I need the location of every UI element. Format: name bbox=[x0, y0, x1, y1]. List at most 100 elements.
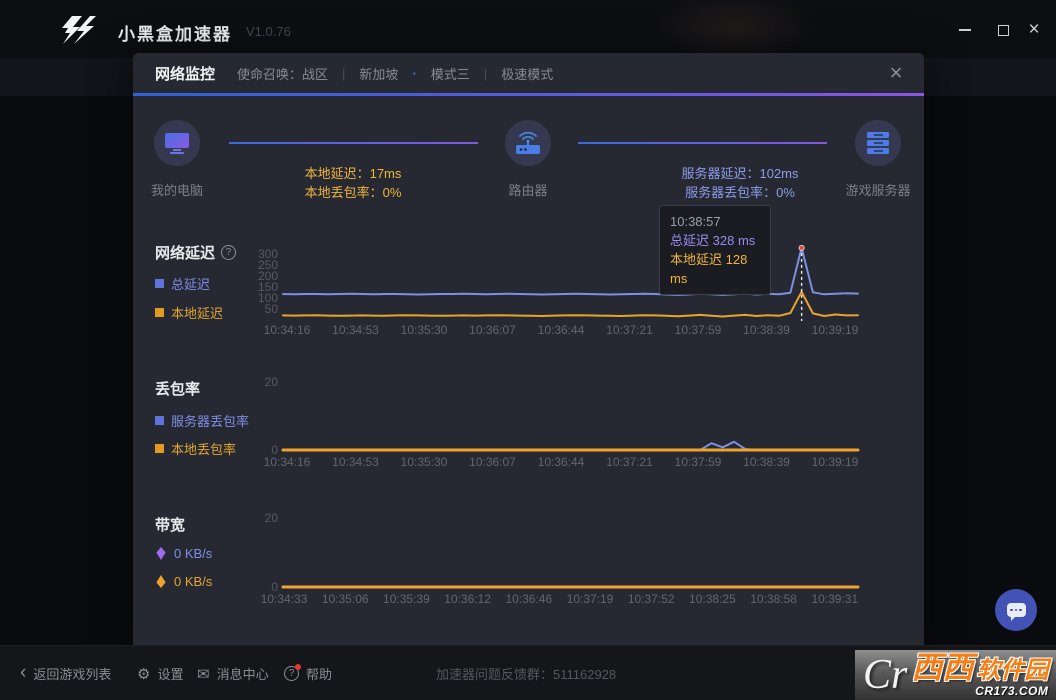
header-gradient-divider bbox=[133, 93, 924, 96]
dialog-close-icon[interactable]: × bbox=[889, 60, 903, 85]
help-label: 帮助 bbox=[306, 667, 333, 682]
dialog-header: 网络监控 使命召唤：战区 | 新加坡 · 模式三 | 极速模式 bbox=[133, 53, 924, 93]
titlebar: 小黑盒加速器 V1.0.76 × bbox=[0, 0, 1056, 58]
bandwidth-chart[interactable]: 20 010:34:33 10:35:06 10:35:39 10:36:12 10:36… bbox=[240, 511, 870, 612]
legend-swatch-orange bbox=[155, 444, 164, 453]
svg-text:10:37:21: 10:37:21 bbox=[606, 455, 653, 469]
legend-swatch-blue bbox=[155, 279, 164, 288]
legend-label: 0 KB/s bbox=[174, 546, 213, 561]
legend-server-loss: 服务器丢包率 bbox=[155, 411, 249, 430]
svg-text:20: 20 bbox=[265, 375, 279, 389]
svg-text:0: 0 bbox=[271, 580, 278, 594]
loss-title-text: 丢包率 bbox=[155, 381, 201, 398]
window-maximize-button[interactable] bbox=[990, 18, 1016, 42]
svg-text:10:35:06: 10:35:06 bbox=[322, 592, 369, 606]
svg-text:10:38:25: 10:38:25 bbox=[689, 592, 736, 606]
legend-local-latency: 本地延迟 bbox=[155, 303, 223, 322]
legend-label: 0 KB/s bbox=[174, 574, 213, 589]
router-node bbox=[505, 120, 551, 166]
svg-text:10:39:19: 10:39:19 bbox=[812, 323, 859, 337]
window-close-button[interactable]: × bbox=[1028, 19, 1040, 40]
svg-text:10:34:53: 10:34:53 bbox=[332, 323, 379, 337]
svg-text:10:36:44: 10:36:44 bbox=[538, 323, 585, 337]
connection-line-local bbox=[229, 142, 478, 144]
back-to-game-list-button[interactable]: ‹ 返回游戏列表 bbox=[20, 646, 111, 700]
chat-bubble-icon bbox=[1006, 603, 1026, 621]
local-link-stats: 本地延迟：17ms 本地丢包率：0% bbox=[243, 164, 463, 202]
dialog-speed-mode: 极速模式 bbox=[501, 66, 554, 82]
legend-download: 0 KB/s bbox=[155, 574, 212, 589]
dialog-title: 网络监控 bbox=[155, 65, 216, 83]
dialog-region: 新加坡 bbox=[359, 66, 399, 82]
chat-support-button[interactable] bbox=[995, 589, 1037, 631]
connection-line-server bbox=[578, 142, 827, 144]
svg-text:250: 250 bbox=[258, 258, 278, 272]
loss-section-title: 丢包率 bbox=[155, 378, 200, 399]
bandwidth-section-title: 带宽 bbox=[155, 514, 185, 535]
svg-text:10:38:39: 10:38:39 bbox=[743, 323, 790, 337]
app-title: 小黑盒加速器 bbox=[118, 25, 232, 44]
legend-total-latency: 总延迟 bbox=[155, 274, 210, 293]
svg-text:10:38:39: 10:38:39 bbox=[743, 455, 790, 469]
xixi-watermark: Cr 西西 软件园 CR173.COM bbox=[855, 650, 1056, 700]
legend-label: 服务器丢包率 bbox=[171, 414, 250, 429]
download-arrow-icon bbox=[156, 575, 166, 588]
tooltip-local-label: 本地延迟 bbox=[670, 252, 723, 267]
bandwidth-title-text: 带宽 bbox=[155, 517, 186, 534]
svg-text:100: 100 bbox=[258, 291, 278, 305]
router-icon bbox=[516, 131, 540, 154]
svg-text:10:34:16: 10:34:16 bbox=[264, 455, 311, 469]
svg-text:150: 150 bbox=[258, 280, 278, 294]
legend-label: 总延迟 bbox=[171, 277, 211, 292]
svg-text:10:35:30: 10:35:30 bbox=[401, 455, 448, 469]
watermark-domain: CR173.COM bbox=[975, 684, 1049, 698]
svg-text:10:34:33: 10:34:33 bbox=[261, 592, 308, 606]
router-label: 路由器 bbox=[508, 183, 548, 198]
svg-text:20: 20 bbox=[265, 511, 279, 525]
local-latency: 本地延迟：17ms bbox=[304, 166, 402, 181]
feedback-group-text: 加速器问题反馈群：511162928 bbox=[436, 667, 617, 682]
svg-text:10:36:07: 10:36:07 bbox=[469, 455, 516, 469]
svg-text:10:34:16: 10:34:16 bbox=[264, 323, 311, 337]
computer-icon bbox=[165, 133, 189, 154]
svg-text:10:39:19: 10:39:19 bbox=[812, 455, 859, 469]
tooltip-local-latency: 本地延迟 128 ms bbox=[670, 250, 760, 288]
help-icon[interactable]: ? bbox=[221, 245, 237, 260]
separator: | bbox=[483, 65, 488, 81]
dialog-mode: 模式三 bbox=[430, 66, 470, 82]
tooltip-time: 10:38:57 bbox=[670, 214, 721, 229]
server-node bbox=[855, 120, 901, 166]
local-loss: 本地丢包率：0% bbox=[304, 185, 402, 200]
svg-text:10:37:52: 10:37:52 bbox=[628, 592, 675, 606]
envelope-icon: ✉ bbox=[197, 665, 210, 683]
message-center-button[interactable]: ✉ 消息中心 bbox=[197, 646, 269, 700]
tooltip-total-label: 总延迟 bbox=[670, 233, 710, 248]
dialog-game-name: 使命召唤：战区 bbox=[237, 66, 329, 82]
server-label: 游戏服务器 bbox=[845, 183, 911, 198]
settings-button[interactable]: ⚙ 设置 bbox=[137, 646, 183, 700]
svg-text:10:39:31: 10:39:31 bbox=[811, 592, 858, 606]
window-minimize-button[interactable] bbox=[952, 18, 978, 42]
legend-swatch-blue bbox=[155, 416, 164, 425]
separator: | bbox=[342, 65, 346, 81]
svg-text:10:36:07: 10:36:07 bbox=[469, 323, 516, 337]
svg-text:200: 200 bbox=[258, 269, 278, 283]
messages-label: 消息中心 bbox=[216, 667, 269, 682]
legend-label: 本地延迟 bbox=[171, 306, 224, 321]
computer-label: 我的电脑 bbox=[150, 183, 203, 198]
latency-section-title: 网络延迟 ? bbox=[155, 242, 237, 263]
svg-text:50: 50 bbox=[265, 302, 279, 316]
svg-text:300: 300 bbox=[258, 247, 278, 261]
server-loss: 服务器丢包率：0% bbox=[685, 185, 795, 200]
legend-swatch-orange bbox=[155, 308, 164, 317]
svg-text:10:35:30: 10:35:30 bbox=[401, 323, 448, 337]
help-button[interactable]: ? 帮助 bbox=[284, 646, 332, 700]
chevron-left-icon: ‹ bbox=[20, 662, 27, 683]
chart-tooltip: 10:38:57 总延迟 328 ms 本地延迟 128 ms bbox=[659, 205, 771, 295]
help-circle-icon: ? bbox=[284, 664, 301, 681]
packet-loss-chart[interactable]: 20 010:34:16 10:34:53 10:35:30 10:36:07 10:36… bbox=[240, 375, 870, 476]
server-icon bbox=[867, 132, 889, 154]
tooltip-local-value: 128 ms bbox=[670, 252, 748, 286]
